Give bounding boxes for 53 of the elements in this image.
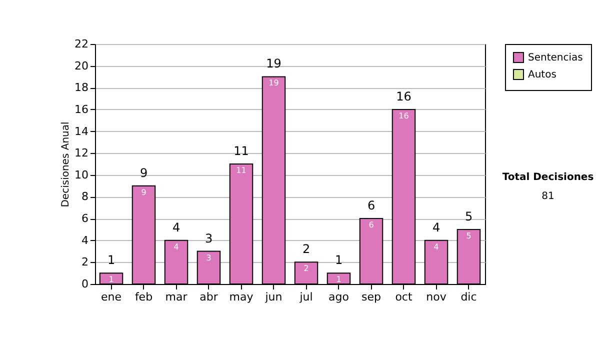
x-tick-label: abr — [200, 290, 218, 304]
data-label: 2 — [304, 264, 309, 274]
y-tick-label: 12 — [74, 146, 88, 160]
x-tick-label: dic — [460, 290, 477, 304]
y-tick-label: 8 — [82, 190, 88, 204]
data-label: 6 — [368, 220, 374, 230]
y-tick-label: 4 — [82, 234, 88, 247]
y-tick-label: 18 — [74, 81, 88, 94]
y-tick-label: 16 — [74, 102, 88, 116]
x-tick-label: mar — [165, 290, 188, 304]
data-label: 4 — [174, 242, 179, 252]
x-tick-label: may — [229, 290, 254, 304]
x-tick-label: feb — [134, 290, 153, 304]
y-tick-label: 6 — [82, 212, 88, 226]
annotation: 16 — [396, 89, 412, 104]
y-tick-label: 10 — [74, 168, 88, 182]
data-label: 4 — [434, 242, 439, 252]
y-tick-label: 0 — [82, 278, 88, 290]
x-tick-label: jul — [298, 290, 313, 304]
y-tick-label: 20 — [74, 59, 88, 72]
data-label: 1 — [336, 275, 342, 284]
annotation: 19 — [266, 56, 282, 71]
legend-label: Autos — [528, 70, 556, 80]
annotation: 11 — [234, 144, 249, 158]
data-label: 3 — [206, 253, 212, 262]
data-label: 9 — [141, 188, 146, 197]
annotation: 1 — [334, 253, 343, 268]
y-tick-label: 14 — [74, 124, 88, 138]
data-label: 19 — [268, 78, 279, 88]
annotation: 4 — [432, 220, 440, 234]
x-tick-label: jun — [264, 290, 282, 304]
x-tick-label: ene — [100, 290, 122, 304]
y-tick-label: 22 — [74, 38, 88, 50]
y-axis-title: Decisiones Anual — [60, 122, 72, 208]
x-tick-label: sep — [362, 290, 382, 304]
legend-label: Sentencias — [528, 52, 583, 64]
data-label: 11 — [236, 166, 246, 175]
annotation: 9 — [140, 166, 148, 180]
text: 81 — [540, 191, 556, 202]
data-label: 1 — [108, 275, 114, 284]
x-tick-label: nov — [426, 290, 447, 304]
y-tick-label: 2 — [82, 256, 88, 269]
annotation: 5 — [464, 209, 473, 224]
text: Total Decisiones — [501, 172, 595, 183]
annotation: 3 — [204, 231, 213, 246]
annotation: 2 — [302, 242, 310, 256]
x-tick-label: oct — [395, 290, 413, 304]
annotation: 4 — [172, 220, 180, 234]
annotation: 6 — [367, 198, 376, 213]
data-label: 16 — [398, 111, 409, 120]
data-label: 5 — [466, 231, 472, 240]
annotation: 1 — [107, 253, 116, 268]
x-tick-label: ago — [328, 290, 350, 304]
